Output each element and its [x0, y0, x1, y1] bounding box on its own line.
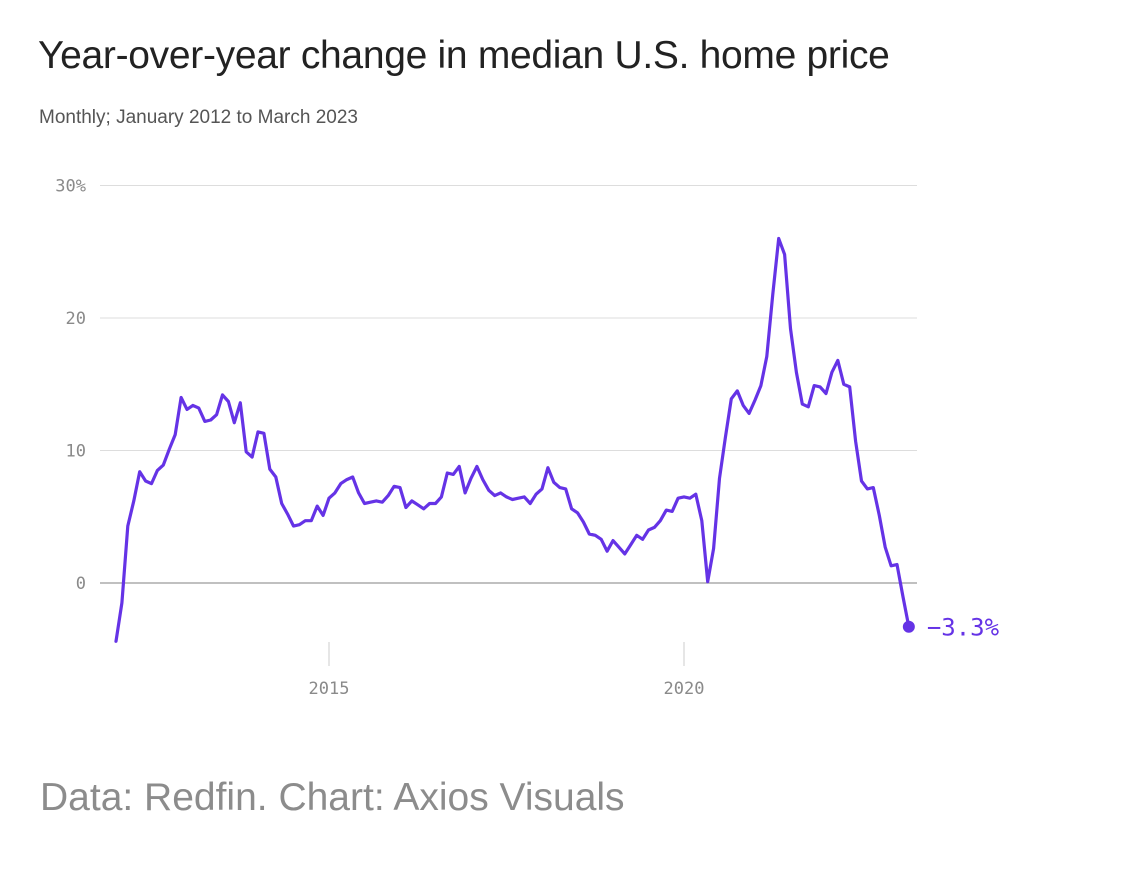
chart-title: Year-over-year change in median U.S. hom… [38, 34, 890, 77]
x-tick-label: 2020 [664, 679, 705, 699]
y-tick-label: 10 [66, 442, 86, 462]
end-value-label: −3.3% [927, 614, 1000, 642]
x-tick-label: 2015 [309, 679, 350, 699]
chart-source: Data: Redfin. Chart: Axios Visuals [40, 776, 625, 819]
end-point-marker [902, 620, 915, 633]
y-tick-label: 20 [66, 309, 86, 329]
price-change-line [114, 236, 911, 643]
gridlines [100, 185, 917, 584]
line-chart: 0 10 20 30% 2015 2020 −3.3% [55, 177, 1000, 700]
y-axis-tick-labels: 0 10 20 30% [55, 177, 86, 595]
y-tick-label: 0 [76, 574, 86, 594]
chart-subtitle: Monthly; January 2012 to March 2023 [39, 107, 358, 128]
x-axis-ticks: 2015 2020 [309, 642, 705, 699]
y-tick-label: 30% [55, 177, 86, 197]
series-layer: −3.3% [114, 236, 1000, 643]
